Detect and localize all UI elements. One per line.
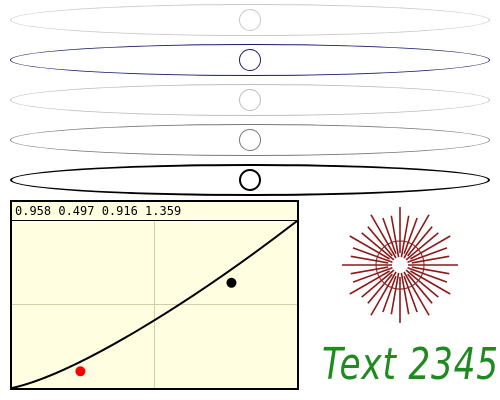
sunburst-ray <box>390 272 400 315</box>
slider-knob-5[interactable] <box>239 169 261 191</box>
slider-knob-4[interactable] <box>239 129 261 151</box>
slider-knob-2[interactable] <box>239 49 261 71</box>
sunburst-ray <box>407 266 448 283</box>
sunburst-ray <box>403 276 418 313</box>
sunburst-ray <box>352 247 393 264</box>
sunburst-ray <box>411 255 450 264</box>
control-point-black[interactable] <box>226 277 237 288</box>
plot-grid <box>12 221 297 388</box>
sunburst-ray <box>409 270 451 295</box>
sunburst-ray <box>403 217 418 254</box>
sunburst-ray <box>361 232 395 261</box>
sunburst-ray <box>403 271 430 316</box>
sunburst-ray <box>400 215 410 258</box>
sunburst-ray <box>370 271 397 316</box>
sunburst-ray <box>349 235 391 260</box>
sunburst-ray <box>382 217 397 254</box>
sunburst-ray <box>361 269 395 298</box>
curve-plot[interactable] <box>12 221 297 388</box>
slider-track-2[interactable] <box>10 44 490 76</box>
sunburst-ring <box>375 240 425 290</box>
sunburst-ray <box>409 235 451 260</box>
sunburst-ray <box>411 266 450 275</box>
sunburst-ray <box>390 215 400 258</box>
sunburst-ray <box>352 266 393 283</box>
slider-knob-3[interactable] <box>239 89 261 111</box>
slider-track-4[interactable] <box>10 124 490 156</box>
sunburst-ray <box>405 232 439 261</box>
sunburst-ray <box>367 226 393 257</box>
slider-track-3[interactable] <box>10 84 490 116</box>
sunburst-ray <box>407 273 433 304</box>
slider-track-5[interactable] <box>10 164 490 196</box>
sunburst-ray <box>407 226 433 257</box>
sunburst-ray <box>382 276 397 313</box>
control-point-red[interactable] <box>75 366 86 377</box>
slider-knob-1[interactable] <box>239 9 261 31</box>
plot-readout: 0.958 0.497 0.916 1.359 <box>12 202 297 221</box>
sunburst-ray <box>367 273 393 304</box>
curve-editor[interactable]: 0.958 0.497 0.916 1.359 <box>10 200 299 390</box>
sunburst-ray <box>400 272 410 315</box>
sunburst-ray <box>350 255 389 264</box>
sunburst-ray <box>407 247 448 264</box>
sunburst-ray <box>403 214 430 259</box>
sunburst-ray <box>349 270 391 295</box>
sunburst-ray <box>370 214 397 259</box>
sunburst-ray <box>350 266 389 275</box>
sunburst-ray <box>405 269 439 298</box>
curve-line <box>12 221 297 388</box>
sample-text: Text 2345 <box>322 339 499 390</box>
slider-track-1[interactable] <box>10 4 490 36</box>
sunburst-icon <box>342 207 458 323</box>
